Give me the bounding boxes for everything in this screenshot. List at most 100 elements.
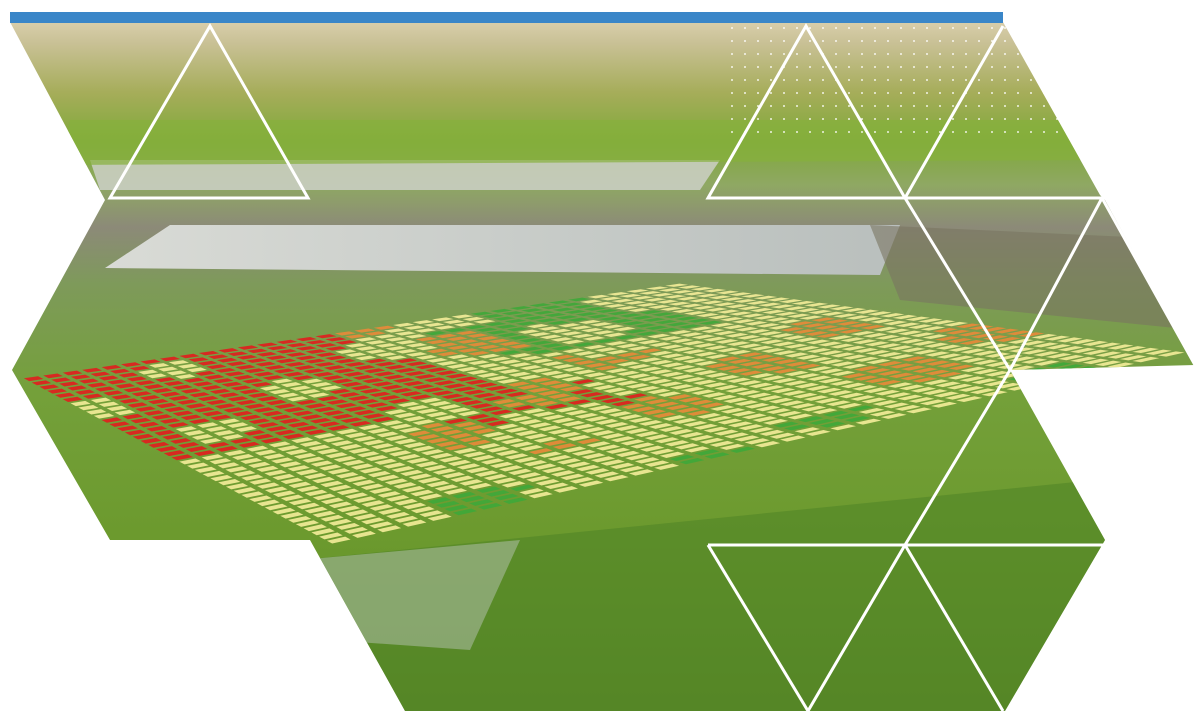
heat-cell [539,380,563,386]
heat-cell [414,328,436,333]
heat-cell [473,319,496,324]
heat-cell [475,327,498,332]
heat-cell [534,400,559,407]
heat-cell [528,377,552,383]
dot [770,92,772,94]
heat-cell [286,342,308,348]
heat-cell [682,358,707,364]
heat-cell [841,307,867,312]
heat-cell [748,382,774,388]
heat-cell [634,457,660,464]
heat-cell [221,434,244,440]
heat-cell [553,486,579,493]
heat-cell [532,310,555,315]
heat-cell [355,346,377,351]
dot [1030,40,1032,42]
heat-cell [508,415,533,422]
heat-cell [90,371,111,377]
heat-cell [816,333,841,338]
dot [965,27,967,29]
dot [874,92,876,94]
heat-cell [752,416,778,422]
heat-cell [328,501,353,509]
heat-cell [265,355,287,360]
heat-cell [235,426,257,432]
heat-cell [921,389,948,395]
heat-cell [782,335,807,340]
heat-cell [210,474,233,482]
heat-cell [256,465,279,472]
heat-cell [932,328,958,333]
dot [796,92,798,94]
heat-cell [560,473,585,481]
heat-cell [548,300,571,305]
heat-cell [627,308,651,312]
heat-cell [397,454,421,460]
heat-cell [594,356,619,361]
heat-cell [647,333,671,339]
heat-cell [495,423,519,430]
heat-cell [426,480,450,488]
heat-cell [122,413,144,420]
heat-cell [338,392,361,398]
heat-cell [377,491,401,498]
heat-cell [425,367,448,373]
heat-cell [1056,337,1083,343]
heat-cell [272,473,295,480]
heat-cell [354,355,377,361]
heat-cell [883,402,910,409]
heat-cell [86,382,107,388]
heat-cell [631,406,656,412]
heat-cell [887,336,913,342]
heat-cell [959,376,986,382]
heat-cell [276,349,298,354]
heat-cell [626,373,651,379]
heat-cell [743,321,768,326]
heat-cell [339,444,363,450]
heat-cell [984,371,1011,377]
heat-cell [638,366,662,372]
dot [1030,131,1032,133]
dot [952,131,954,133]
dot [926,53,928,55]
heat-cell [663,314,687,319]
heat-cell [648,423,674,429]
dot [991,131,993,133]
heat-cell [659,307,683,311]
heat-cell [498,350,522,355]
heat-cell [679,458,705,465]
dot [900,40,902,42]
mud [870,225,1195,330]
heat-cell [246,445,269,452]
heat-cell [781,390,807,396]
heat-cell [660,362,685,368]
heat-cell [636,386,660,392]
heat-cell [111,394,132,400]
heat-cell [266,345,288,351]
heat-cell [727,421,753,428]
heat-cell [359,467,383,474]
heat-cell [344,509,369,517]
heat-cell [658,288,682,292]
heat-cell [312,510,336,518]
heat-cell [353,513,377,521]
heat-cell [446,345,469,350]
heat-cell [303,524,327,532]
heat-cell [551,364,575,369]
heat-cell [43,373,63,379]
heat-cell [539,334,563,339]
heat-cell [770,333,795,338]
heat-cell [853,375,879,381]
triangle [706,544,810,711]
heat-cell [356,451,380,458]
heat-cell [504,391,528,397]
heat-cell [494,388,518,394]
heat-cell [509,362,532,368]
heat-cell [507,468,533,475]
heat-cell [209,388,231,394]
dot [926,92,928,94]
heat-cell [318,464,342,471]
triangle [903,544,1005,711]
heat-cell [761,356,786,362]
heat-cell [554,406,579,413]
